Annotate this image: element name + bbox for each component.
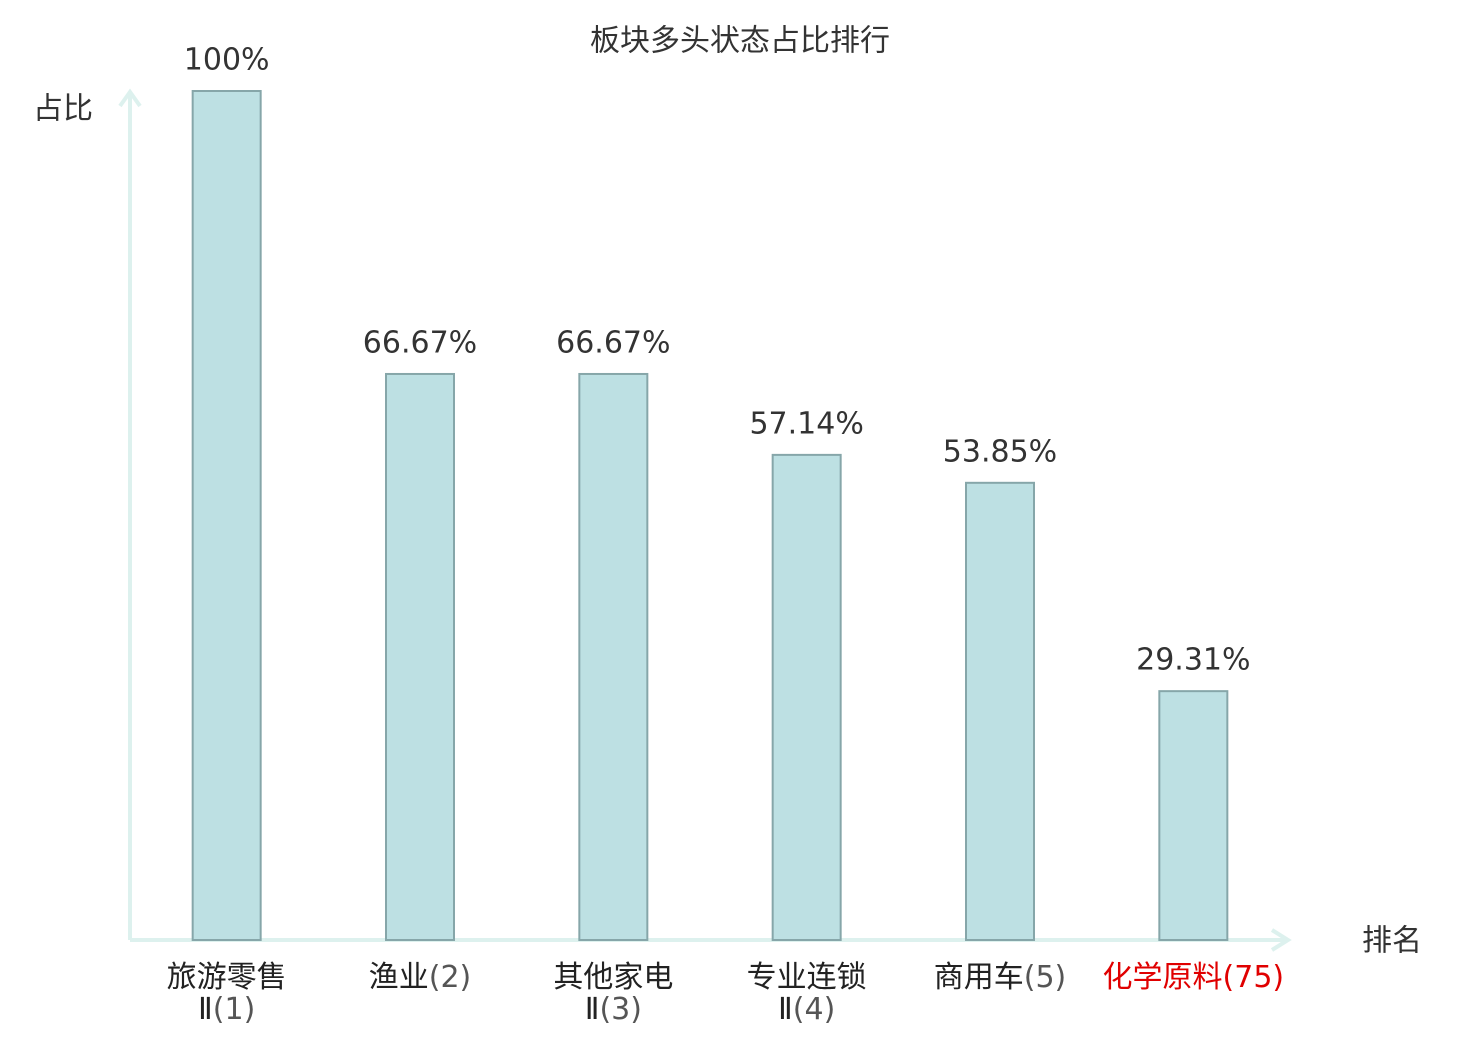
category-name: 其他家电Ⅱ — [553, 960, 674, 1027]
y-axis-label: 占比 — [33, 92, 93, 127]
x-axis-label: 排名 — [1362, 924, 1422, 959]
value-label: 66.67% — [556, 325, 670, 360]
x-tick-label: 渔业(2) — [300, 962, 540, 994]
value-label: 57.14% — [749, 406, 863, 441]
category-name: 旅游零售Ⅱ — [166, 960, 287, 1027]
category-rank: (4) — [792, 992, 836, 1027]
chart-title: 板块多头状态占比排行 — [590, 24, 890, 59]
category-rank: (3) — [599, 992, 642, 1027]
category-name: 商用车 — [933, 960, 1024, 995]
bar — [965, 481, 1035, 941]
bar — [578, 372, 649, 942]
x-axis-arrow — [1270, 928, 1292, 952]
x-tick-label: 旅游零售Ⅱ(1) — [164, 962, 290, 1026]
value-label: 66.67% — [363, 325, 477, 360]
bar — [1158, 690, 1229, 941]
x-tick-label: 化学原料(75) — [1073, 962, 1313, 994]
value-label: 53.85% — [943, 434, 1057, 469]
bar — [191, 90, 262, 941]
y-axis-arrow — [118, 88, 142, 108]
x-tick-label: 专业连锁Ⅱ(4) — [744, 962, 870, 1026]
category-rank: (1) — [212, 992, 256, 1027]
bar — [771, 453, 842, 941]
x-tick-label: 其他家电Ⅱ(3) — [550, 962, 676, 1026]
category-name: 化学原料 — [1102, 960, 1223, 995]
bar — [385, 372, 455, 942]
category-rank: (5) — [1023, 960, 1067, 995]
category-name: 专业连锁Ⅱ — [746, 960, 867, 1027]
value-label: 29.31% — [1136, 643, 1250, 678]
category-rank: (75) — [1222, 960, 1285, 995]
category-name: 渔业 — [368, 960, 429, 995]
x-tick-label: 商用车(5) — [880, 962, 1120, 994]
axes — [118, 88, 1292, 952]
category-rank: (2) — [428, 960, 472, 995]
value-label: 100% — [184, 43, 270, 78]
